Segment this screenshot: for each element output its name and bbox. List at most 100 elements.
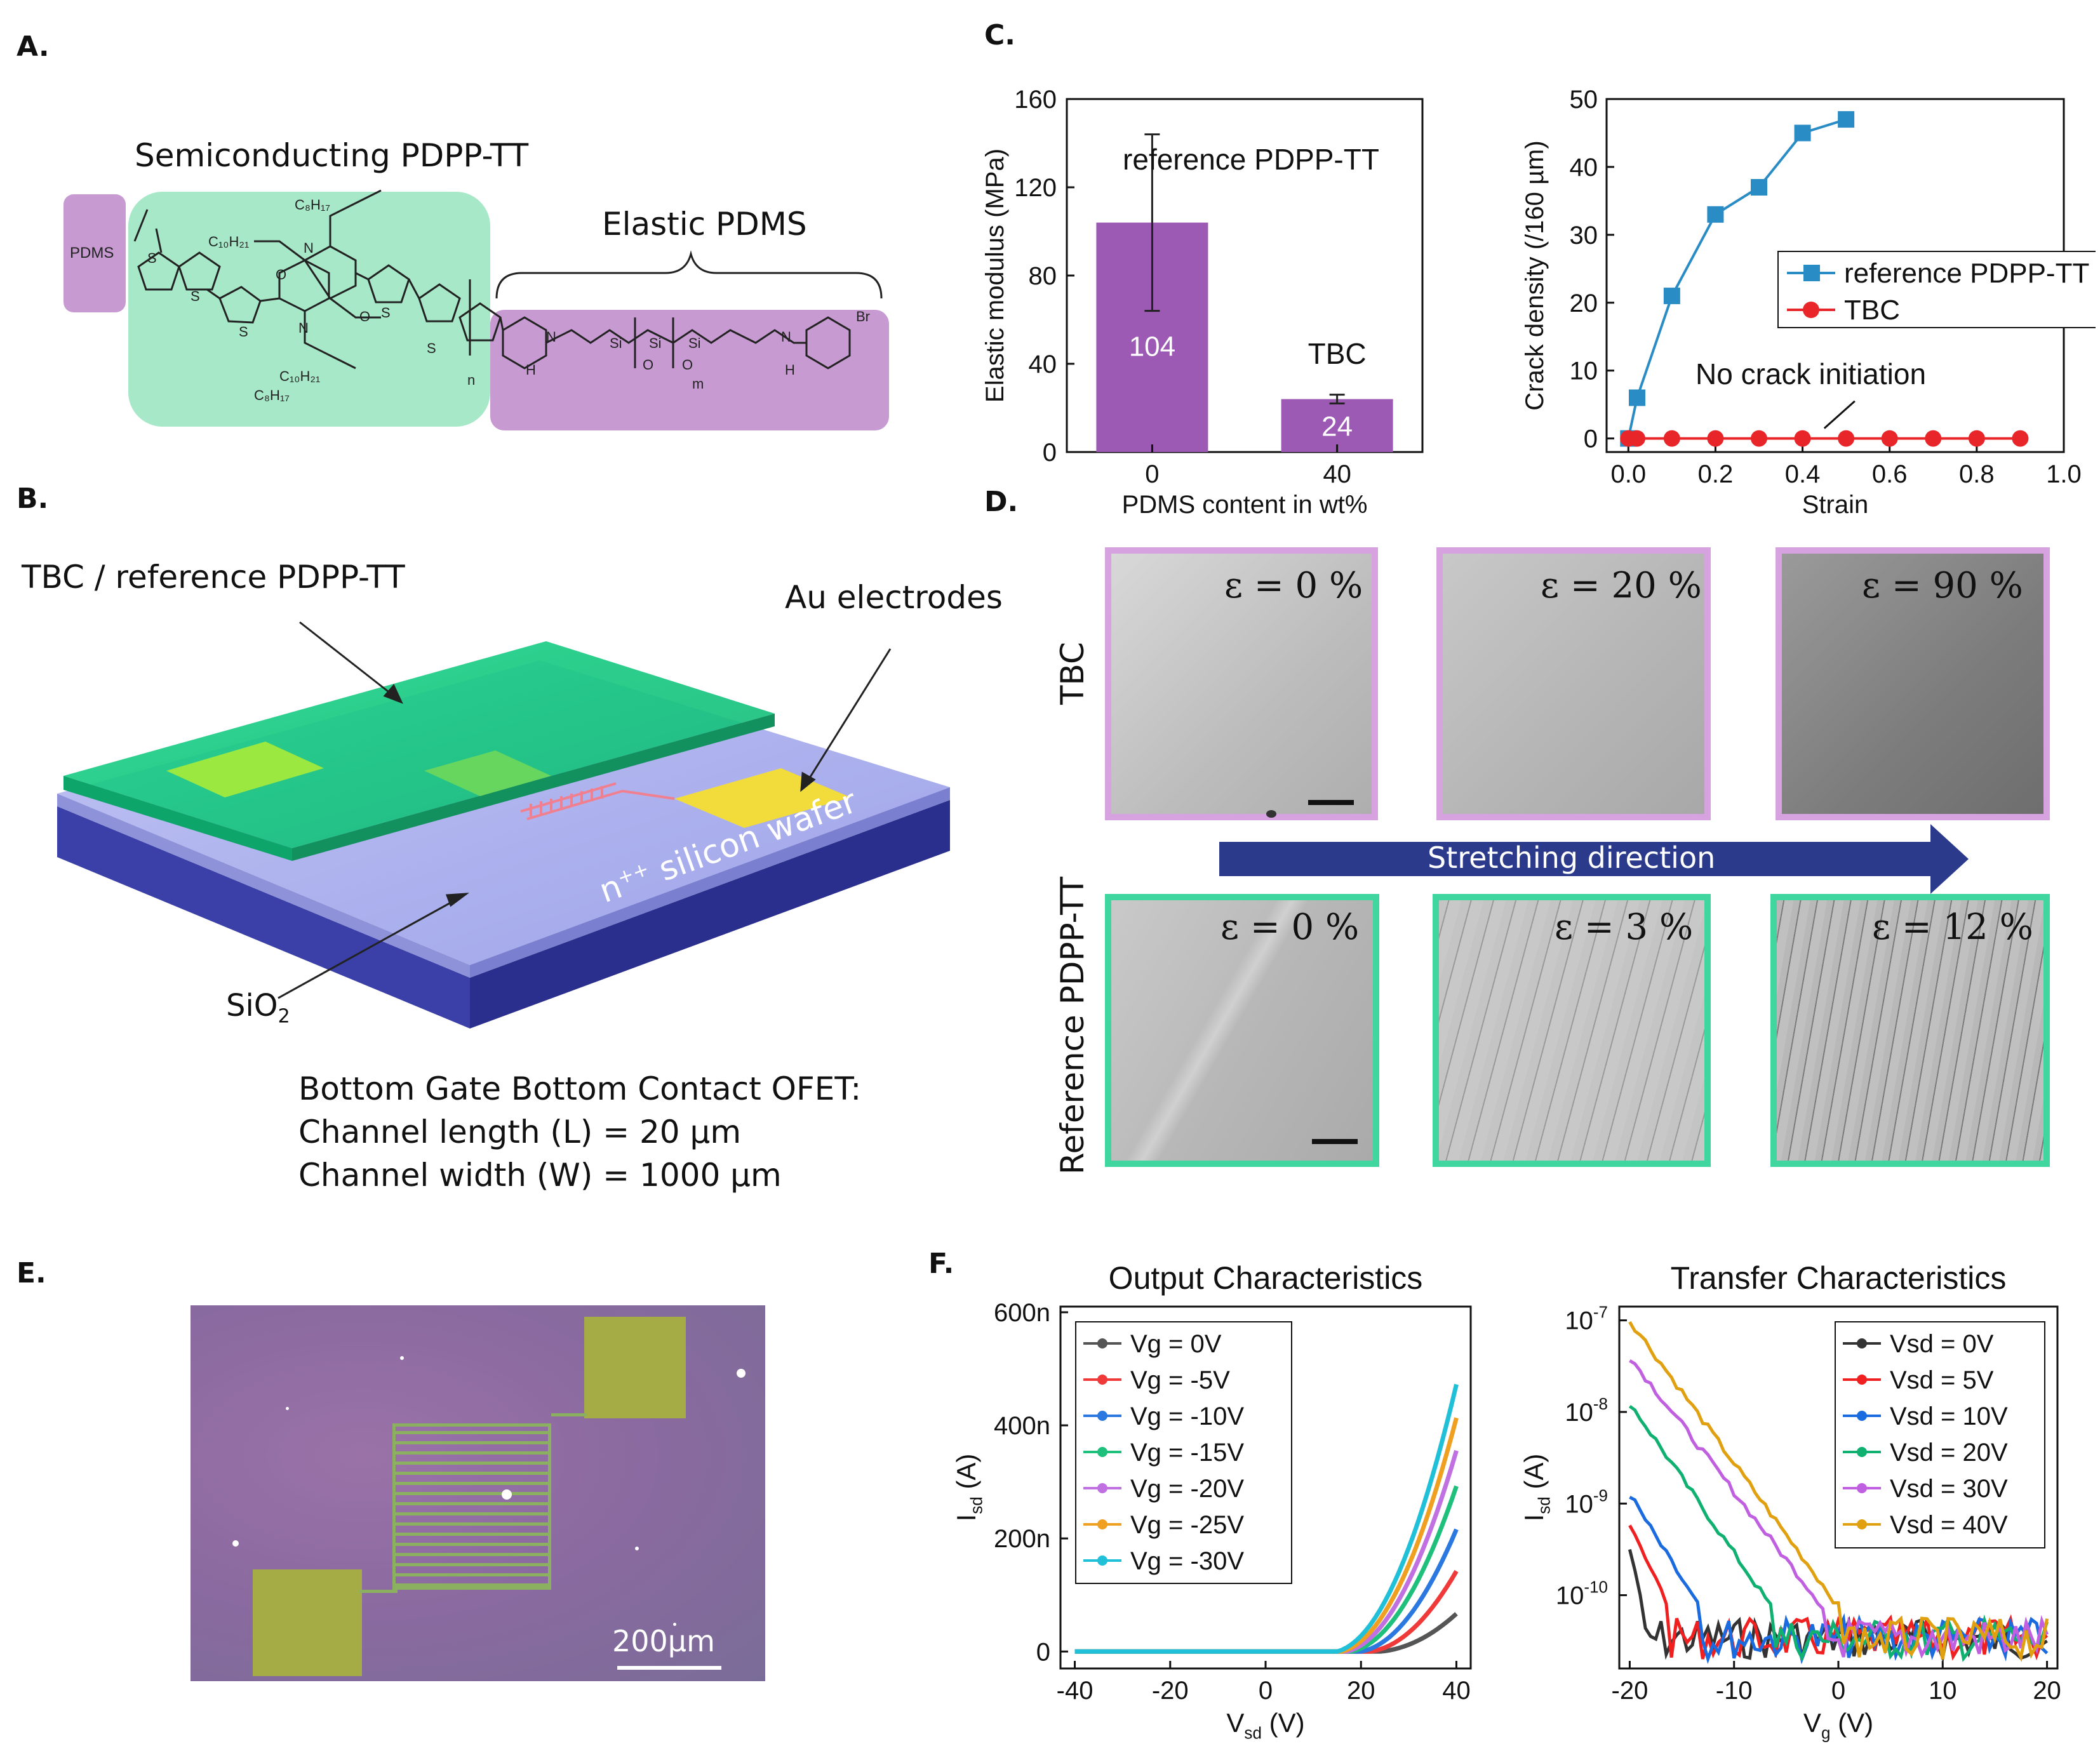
atom-label: H xyxy=(526,362,536,378)
x-axis-label: Vg (V) xyxy=(1803,1708,1873,1743)
y-axis-label: Isd (A) xyxy=(1519,1454,1554,1522)
electrode-pad-left xyxy=(166,742,324,797)
data-point xyxy=(1751,430,1767,447)
scale-label: 200µm xyxy=(612,1624,715,1658)
au-pad-bottom xyxy=(253,1569,362,1676)
data-point xyxy=(2012,430,2029,447)
legend-marker xyxy=(1097,1555,1107,1566)
data-point xyxy=(1707,206,1724,223)
row-label-tbc: TBC xyxy=(1054,642,1091,705)
chart-transfer: Transfer Characteristics10-1010-910-810-… xyxy=(1519,1260,2061,1743)
speck xyxy=(400,1356,404,1360)
atom-label: S xyxy=(427,340,436,356)
legend-label: Vsd = 30V xyxy=(1890,1475,2008,1503)
y-tick-label: 0 xyxy=(1036,1638,1050,1666)
data-point xyxy=(1751,179,1767,196)
connector-line xyxy=(551,1413,587,1416)
data-point xyxy=(1707,430,1724,447)
speck xyxy=(286,1407,289,1410)
legend-label: Vg = -10V xyxy=(1130,1402,1244,1430)
chart-elastic-modulus: 0 40 80 120 160 104 0 24 40 reference PDPP-TT TBC P… xyxy=(981,86,1424,519)
legend-label: TBC xyxy=(1844,295,1900,326)
data-point xyxy=(1838,430,1855,447)
bar-annotation: reference PDPP-TT xyxy=(1123,143,1379,176)
spec-line-1: Bottom Gate Bottom Contact OFET: xyxy=(298,1070,862,1107)
bar-value-label: 104 xyxy=(1129,331,1175,363)
wafer-side-front xyxy=(57,806,470,1029)
stretching-arrow xyxy=(1219,824,1969,894)
legend-label: reference PDPP-TT xyxy=(1844,258,2089,289)
x-tick-label: 1.0 xyxy=(2046,460,2082,488)
label-semiconducting: Semiconducting PDPP-TT xyxy=(135,137,529,174)
legend-marker xyxy=(1097,1483,1107,1493)
chart-output: Output Characteristics 0 200n 400n 600n -40 -2… xyxy=(951,1260,1472,1743)
data-point xyxy=(1925,430,1942,447)
atom-label: m xyxy=(692,376,704,392)
y-tick-label: 50 xyxy=(1570,86,1598,114)
y-tick-label: 40 xyxy=(1570,154,1598,182)
data-point xyxy=(1838,111,1855,128)
semiconductor-film-edge xyxy=(64,776,292,861)
legend-marker xyxy=(1097,1375,1107,1385)
x-tick-label: 20 xyxy=(2033,1677,2061,1705)
atom-label: O xyxy=(643,357,653,373)
series-line xyxy=(1629,1359,2049,1659)
sio2-edge-front xyxy=(57,794,470,978)
y-tick-label: 30 xyxy=(1570,222,1598,250)
x-tick-label: -10 xyxy=(1716,1677,1753,1705)
y-tick-label: 40 xyxy=(1029,350,1057,378)
speck xyxy=(737,1369,746,1378)
atom-label: O xyxy=(359,309,370,324)
atom-label: S xyxy=(191,288,200,304)
series-line xyxy=(1074,1612,1458,1654)
atom-label: N xyxy=(546,329,556,345)
y-tick-label: 600n xyxy=(994,1299,1050,1327)
strain-label: ε = 20 % xyxy=(1541,565,1702,606)
label-au-electrodes: Au electrodes xyxy=(785,579,1003,616)
atom-label: n xyxy=(467,372,475,388)
data-point xyxy=(1629,389,1645,406)
y-tick-label: 10 xyxy=(1570,357,1598,385)
atom-label: N xyxy=(298,320,309,336)
legend-marker xyxy=(1097,1447,1107,1457)
pdms-block-left xyxy=(64,194,126,312)
y-axis-label: Elastic modulus (MPa) xyxy=(981,149,1009,403)
atom-label: S xyxy=(239,324,248,340)
au-pad-top xyxy=(584,1317,686,1418)
series-line xyxy=(1628,1321,2049,1663)
x-tick-label: 0.8 xyxy=(1959,460,1995,488)
bar-value-label: 24 xyxy=(1321,411,1353,443)
series-line xyxy=(1074,1383,1459,1654)
x-tick-label: -40 xyxy=(1057,1677,1093,1705)
interdigitated-channel xyxy=(520,782,675,820)
y-tick-label: 160 xyxy=(1014,86,1057,114)
bar xyxy=(1281,399,1393,452)
legend-label: Vg = 0V xyxy=(1130,1330,1222,1358)
y-tick-label: 400n xyxy=(994,1412,1050,1440)
legend-label: Vsd = 40V xyxy=(1890,1511,2008,1539)
label-tbc-film: TBC / reference PDPP-TT xyxy=(22,559,405,596)
bar-annotation: TBC xyxy=(1308,337,1367,370)
data-point xyxy=(1663,288,1680,305)
y-tick-label: 0 xyxy=(1043,439,1057,467)
strain-label: ε = 90 % xyxy=(1862,565,2023,606)
arrow-label: Stretching direction xyxy=(1428,841,1716,875)
atom-label: Si xyxy=(649,335,662,351)
legend-label: Vg = -30V xyxy=(1130,1547,1244,1575)
scale-bar xyxy=(617,1666,721,1670)
sio2-edge-right xyxy=(470,787,950,978)
y-axis-label: Crack density (/160 µm) xyxy=(1521,140,1549,410)
micrograph-tbc-0 xyxy=(1105,547,1378,820)
spec-line-2: Channel length (L) = 20 µm xyxy=(298,1114,742,1150)
x-tick-label: -20 xyxy=(1152,1677,1189,1705)
x-tick-label: 0.6 xyxy=(1872,460,1908,488)
atom-label: Si xyxy=(688,335,701,351)
x-tick-label: 0 xyxy=(1259,1677,1273,1705)
y-tick-label: 200n xyxy=(994,1525,1050,1553)
legend-label: Vsd = 5V xyxy=(1890,1366,1994,1394)
speck xyxy=(232,1540,239,1547)
panel-label-c: C. xyxy=(984,19,1016,51)
micrograph-ref-12 xyxy=(1770,894,2050,1167)
legend-marker xyxy=(1857,1411,1867,1421)
interdigitated-electrode xyxy=(392,1423,551,1590)
